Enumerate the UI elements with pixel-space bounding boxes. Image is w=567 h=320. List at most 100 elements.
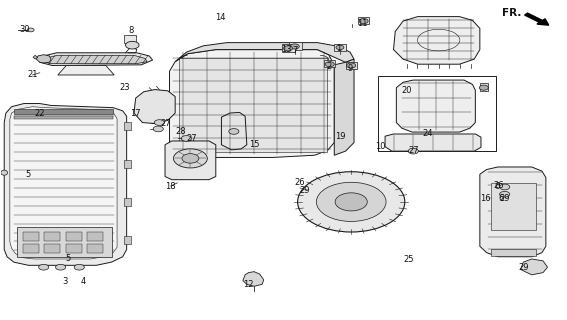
Circle shape [325,62,335,67]
Bar [282,44,295,52]
Polygon shape [480,167,546,257]
Text: 6: 6 [494,182,500,191]
Bar [289,42,302,50]
Circle shape [174,149,208,168]
Polygon shape [33,55,37,59]
Circle shape [408,148,418,154]
Bar [124,160,131,168]
Text: 26: 26 [494,181,504,190]
Bar [345,62,357,69]
Bar [23,232,39,241]
Ellipse shape [1,170,7,175]
Circle shape [229,129,239,134]
Text: 22: 22 [35,108,45,117]
Text: 30: 30 [20,25,31,35]
Circle shape [335,193,367,211]
Polygon shape [521,259,548,275]
Text: FR.: FR. [502,8,522,19]
Bar [23,244,39,252]
Polygon shape [385,134,481,151]
Text: 27: 27 [161,119,171,128]
Text: 18: 18 [166,181,176,190]
Text: 26: 26 [294,178,304,187]
Circle shape [500,191,510,197]
Polygon shape [396,80,475,132]
Text: 29: 29 [518,263,528,272]
Text: 25: 25 [404,255,414,264]
Circle shape [298,172,405,232]
Circle shape [500,184,510,190]
Bar [491,183,536,230]
Text: 21: 21 [27,70,37,79]
Text: 12: 12 [243,280,254,289]
Text: 24: 24 [422,130,433,139]
Text: 7: 7 [292,46,298,55]
Bar [124,35,136,43]
Polygon shape [44,55,147,64]
Circle shape [27,28,34,32]
Bar [44,232,60,241]
Bar [87,232,103,241]
Text: 29: 29 [300,186,310,195]
Circle shape [346,63,356,68]
Text: 5: 5 [26,170,31,179]
Text: 17: 17 [130,108,141,117]
Circle shape [125,41,139,49]
Bar [124,122,131,130]
Bar [66,232,82,241]
Text: 14: 14 [215,13,226,22]
Bar [87,244,103,252]
Circle shape [154,120,164,125]
Text: 11: 11 [357,19,368,28]
Text: 8: 8 [129,26,134,35]
Text: 29: 29 [500,194,510,203]
Polygon shape [170,50,335,157]
Text: 23: 23 [119,83,130,92]
Bar [14,109,112,114]
Text: 2: 2 [326,62,331,71]
Bar [324,60,336,68]
Circle shape [359,19,368,24]
Text: 27: 27 [187,134,197,143]
Bar [124,236,131,244]
Polygon shape [175,43,354,62]
Polygon shape [4,104,126,265]
Circle shape [336,45,344,50]
Polygon shape [134,90,175,124]
Bar [124,198,131,206]
Polygon shape [40,53,153,66]
Polygon shape [58,66,114,75]
Circle shape [316,182,386,221]
Bar [358,17,369,24]
Bar [378,76,496,151]
Text: 16: 16 [480,194,491,203]
Circle shape [39,264,49,270]
Text: 6: 6 [498,194,503,203]
Circle shape [479,85,488,90]
Text: 19: 19 [335,132,345,141]
Text: 9: 9 [348,63,353,73]
Circle shape [182,154,199,163]
Text: 13: 13 [281,45,291,54]
Bar [66,244,82,252]
Bar [14,116,112,119]
Text: 15: 15 [249,140,260,149]
Text: 4: 4 [81,277,86,286]
Circle shape [181,136,192,141]
Circle shape [284,46,293,51]
FancyArrow shape [524,13,549,25]
Polygon shape [335,59,354,155]
Polygon shape [393,17,480,64]
Bar [480,83,488,91]
Bar [17,227,112,257]
Circle shape [74,264,84,270]
Polygon shape [243,272,264,286]
Text: 27: 27 [408,146,418,155]
Bar [335,44,345,51]
Text: 10: 10 [375,142,386,151]
Polygon shape [165,141,216,180]
Circle shape [153,126,163,132]
Bar [44,244,60,252]
Text: 5: 5 [65,254,71,263]
Text: 1: 1 [336,44,341,53]
